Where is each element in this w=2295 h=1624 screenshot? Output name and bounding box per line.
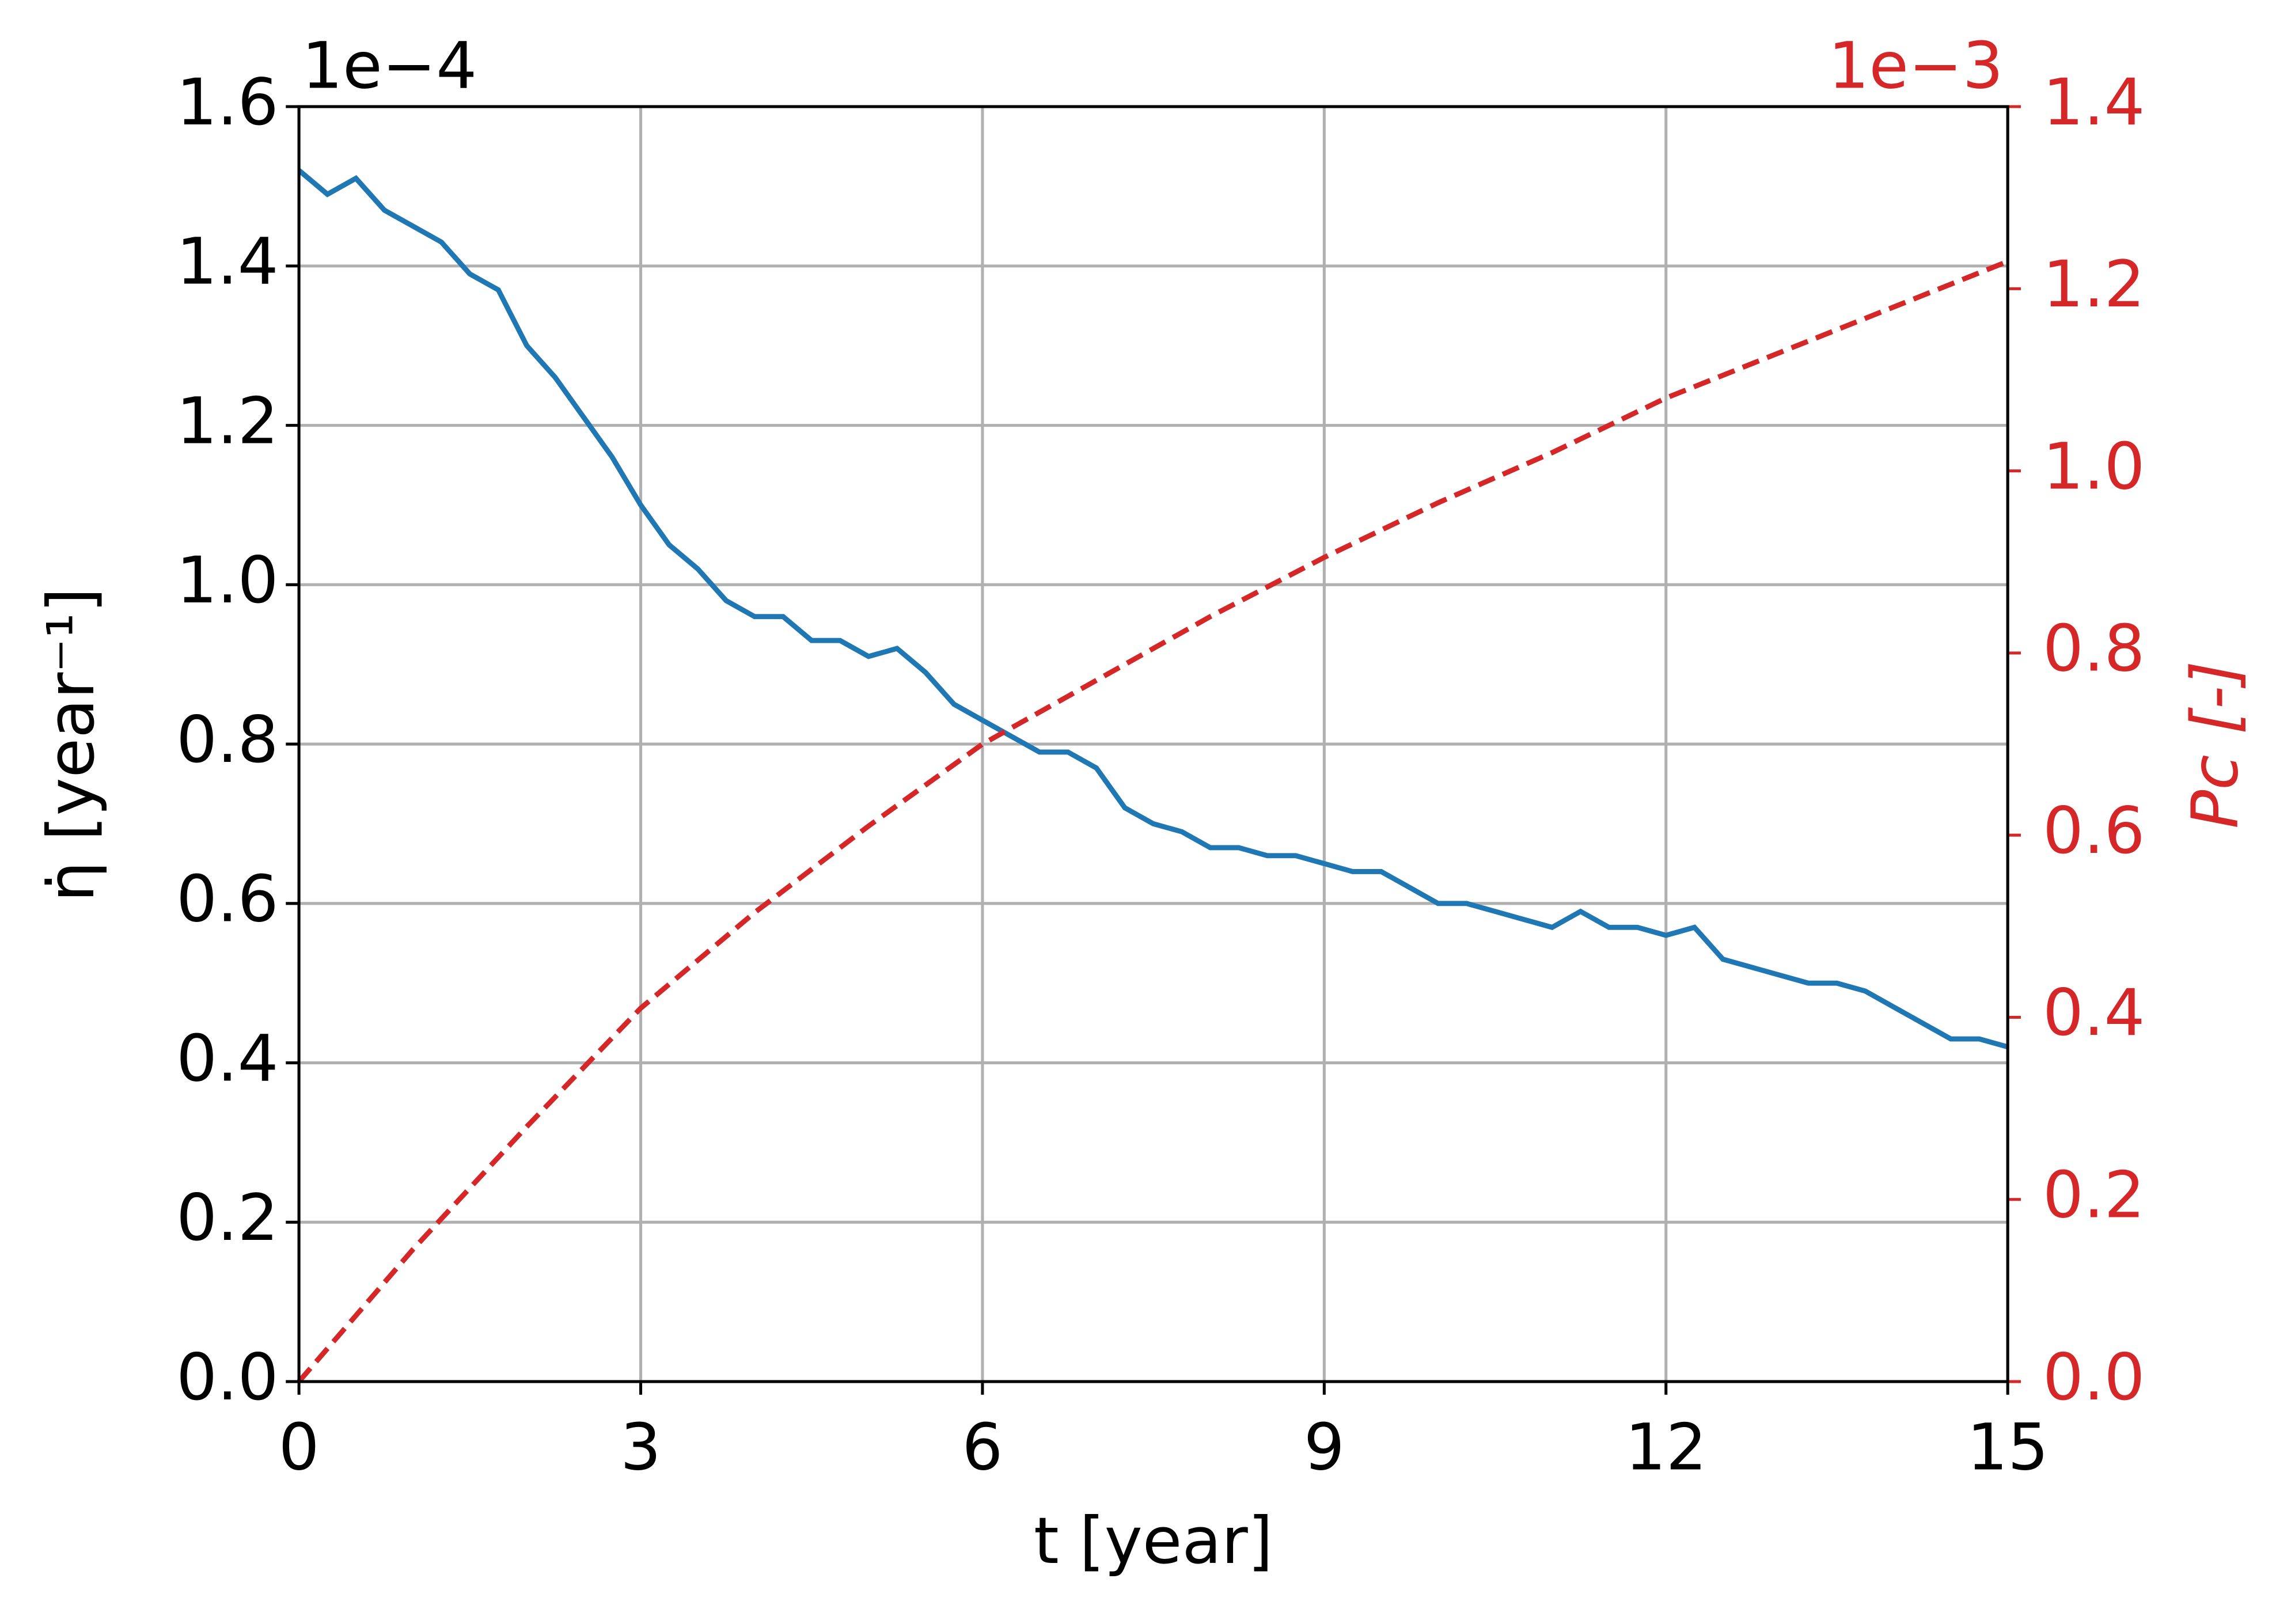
y-tick-label: 1.0 — [176, 543, 278, 618]
x-tick-label: 15 — [1967, 1410, 2049, 1485]
plot-frame — [297, 105, 2009, 1383]
x-tick-label: 0 — [279, 1410, 320, 1485]
x-tick-label: 9 — [1304, 1410, 1345, 1485]
y2-tick-label: 1.0 — [2043, 429, 2145, 504]
y-tick-label: 0.8 — [176, 703, 278, 777]
y-tick-label: 0.2 — [176, 1181, 278, 1255]
y-axis-label: η̇ [year⁻¹] — [34, 587, 109, 902]
y-tick-label: 1.6 — [176, 65, 278, 140]
y2-tick-label: 0.4 — [2043, 976, 2145, 1050]
y2-tick-label: 1.4 — [2043, 65, 2145, 140]
x-tick-label: 6 — [962, 1410, 1003, 1485]
y2-tick-label: 0.0 — [2043, 1340, 2145, 1415]
data-line — [297, 259, 2009, 1383]
y2-offset-label: 1e−3 — [1828, 28, 2003, 103]
y2-tick-label: 0.8 — [2043, 612, 2145, 686]
y-tick-label: 0.6 — [176, 862, 278, 937]
y2-tick-label: 0.2 — [2043, 1158, 2145, 1233]
x-tick-label: 12 — [1625, 1410, 1707, 1485]
y-tick-label: 0.4 — [176, 1021, 278, 1096]
data-line — [297, 168, 2009, 1050]
y2-tick-label: 1.2 — [2043, 247, 2145, 322]
x-axis-label: t [year] — [1034, 1504, 1273, 1579]
y-tick-label: 1.4 — [176, 225, 278, 299]
y2-axis-label: Pc [-] — [2178, 661, 2253, 829]
y2-tick-label: 0.6 — [2043, 794, 2145, 868]
x-tick-label: 3 — [620, 1410, 661, 1485]
y-tick-label: 1.2 — [176, 384, 278, 458]
y-offset-label: 1e−4 — [302, 28, 477, 103]
y-tick-label: 0.0 — [176, 1340, 278, 1415]
